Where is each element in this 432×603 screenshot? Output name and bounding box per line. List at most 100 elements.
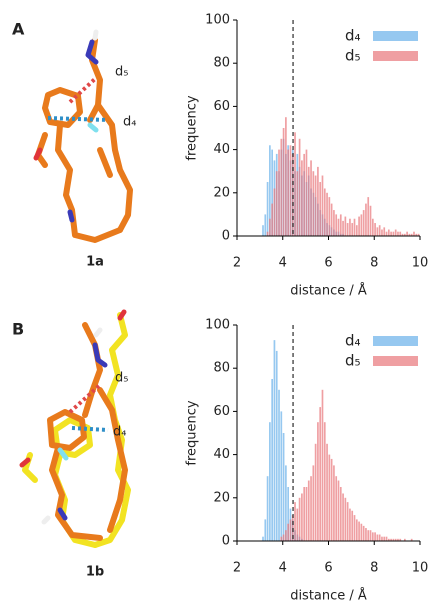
histogram-bar xyxy=(274,188,276,236)
y-tick-label: 20 xyxy=(213,490,230,505)
histogram-bar xyxy=(310,160,312,236)
compound-label: 1a xyxy=(86,255,104,270)
histogram-bar xyxy=(399,232,401,236)
histogram-bar xyxy=(349,219,351,236)
histogram-bar xyxy=(274,340,276,541)
histogram-bar xyxy=(324,188,326,236)
histogram-bar xyxy=(285,117,287,236)
histogram-bar xyxy=(326,444,328,541)
histogram-bar xyxy=(386,232,388,236)
histogram-bar xyxy=(370,530,372,541)
molecule-1a xyxy=(36,32,130,240)
histogram-bar xyxy=(290,145,292,236)
histogram-bar xyxy=(372,219,374,236)
histogram-bar xyxy=(267,232,269,236)
histogram-bar xyxy=(379,535,381,541)
histogram-bar xyxy=(287,524,289,541)
histogram-bar xyxy=(358,522,360,541)
histogram-bar xyxy=(377,535,379,541)
x-tick-label: 10 xyxy=(412,561,429,576)
histogram-bar xyxy=(363,210,365,236)
histogram-bar xyxy=(381,537,383,541)
legend-swatch xyxy=(373,336,418,346)
histogram-bar xyxy=(345,498,347,541)
legend-label: d₄ xyxy=(345,332,361,350)
histogram-bar xyxy=(329,455,331,541)
x-tick-label: 4 xyxy=(279,561,287,576)
histogram-bar xyxy=(331,204,333,236)
histogram-bar xyxy=(315,176,317,236)
legend-label: d₅ xyxy=(345,352,361,370)
histogram-bar xyxy=(326,193,328,236)
histogram-bar xyxy=(299,498,301,541)
histogram-bar xyxy=(367,530,369,541)
histogram-bar xyxy=(322,390,324,541)
panel-letter: B xyxy=(12,320,24,339)
histogram-bar xyxy=(271,204,273,236)
histogram-bar xyxy=(349,509,351,541)
histogram-bar xyxy=(367,197,369,236)
histogram-bar xyxy=(296,171,298,236)
x-tick-label: 8 xyxy=(370,561,378,576)
histogram-bar xyxy=(370,206,372,236)
histogram-bar xyxy=(269,422,271,541)
histogram-bar xyxy=(264,519,266,541)
histogram-bar xyxy=(262,225,264,236)
x-tick-label: 4 xyxy=(279,256,287,271)
histogram-bar xyxy=(340,214,342,236)
legend-swatch xyxy=(373,51,418,61)
histogram-bar xyxy=(294,502,296,541)
histogram-bar xyxy=(276,171,278,236)
histogram-bar xyxy=(283,535,285,541)
histogram-bar xyxy=(278,390,280,541)
y-tick-label: 20 xyxy=(213,185,230,200)
y-tick-label: 60 xyxy=(213,99,230,114)
histogram-bar xyxy=(365,204,367,236)
y-axis-label: frequency xyxy=(185,95,200,161)
y-tick-label: 100 xyxy=(205,318,230,333)
histogram-bar xyxy=(338,481,340,541)
histogram-bar xyxy=(317,422,319,541)
y-tick-label: 40 xyxy=(213,142,230,157)
histogram-bar xyxy=(331,459,333,541)
histogram-bar xyxy=(395,230,397,236)
histogram-bar xyxy=(306,487,308,541)
histogram-bar xyxy=(365,528,367,541)
histogram-bar xyxy=(374,223,376,236)
figure: A 1a d₅ d₄ B 1b d₅ d₄ 020406080100246810… xyxy=(0,0,432,603)
histogram-bar xyxy=(342,493,344,541)
x-tick-label: 6 xyxy=(324,256,332,271)
distance-label: d₄ xyxy=(123,115,136,130)
histogram-bar xyxy=(406,232,408,236)
histogram-bar xyxy=(267,182,269,236)
histogram-bar xyxy=(358,217,360,236)
histogram-bar xyxy=(354,219,356,236)
histogram-bar xyxy=(347,502,349,541)
histogram-bar xyxy=(301,493,303,541)
histogram-bar xyxy=(397,232,399,236)
histogram-bar xyxy=(338,219,340,236)
histogram-bar xyxy=(296,509,298,541)
x-tick-label: 2 xyxy=(233,561,241,576)
histogram-bar xyxy=(347,223,349,236)
histogram-bar xyxy=(351,223,353,236)
histogram-bar xyxy=(290,519,292,541)
histogram-bar xyxy=(301,160,303,236)
legend-label: d₅ xyxy=(345,47,361,65)
y-tick-label: 40 xyxy=(213,447,230,462)
y-tick-label: 80 xyxy=(213,56,230,71)
histogram-bar xyxy=(285,530,287,541)
histogram-bar xyxy=(351,511,353,541)
x-tick-label: 6 xyxy=(324,561,332,576)
histogram-bar xyxy=(299,139,301,236)
y-tick-label: 0 xyxy=(222,534,230,549)
histogram-bar xyxy=(269,219,271,236)
y-axis-label: frequency xyxy=(185,400,200,466)
histogram-bar xyxy=(388,230,390,236)
histogram-bar xyxy=(356,519,358,541)
distance-label: d₄ xyxy=(113,425,126,440)
histogram-bar xyxy=(413,232,415,236)
distance-label: d₅ xyxy=(115,65,128,80)
x-axis-label: distance / Å xyxy=(290,588,367,603)
x-tick-label: 8 xyxy=(370,256,378,271)
